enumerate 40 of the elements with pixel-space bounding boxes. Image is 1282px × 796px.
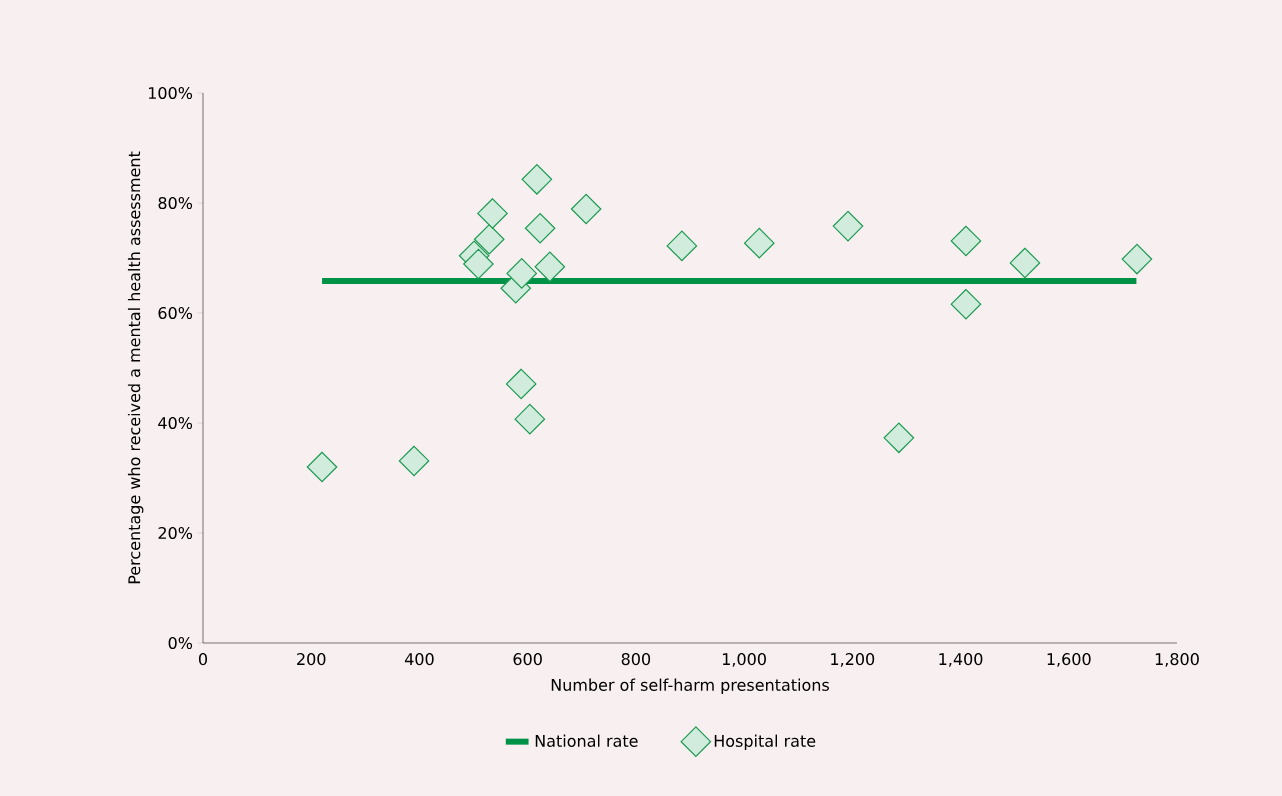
- y-axis-title: Percentage who received a mental health assessment: [127, 151, 144, 584]
- x-tick-label: 400: [404, 653, 434, 666]
- x-tick-label: 1,800: [1155, 653, 1199, 667]
- y-tick-label: 20%: [158, 526, 193, 540]
- point: [398, 445, 430, 477]
- y-tick-label: 0%: [168, 636, 193, 650]
- point: [477, 198, 508, 229]
- point: [883, 422, 915, 454]
- x-tick-label: 600: [513, 653, 542, 666]
- point: [832, 210, 864, 242]
- point: [506, 258, 538, 289]
- point: [1009, 247, 1041, 279]
- legend-label: National rate: [535, 734, 638, 747]
- y-tick-label: 100%: [148, 86, 193, 100]
- x-tick-label: 1,600: [1047, 653, 1091, 667]
- point: [570, 193, 602, 225]
- y-tick-label: 40%: [158, 416, 193, 430]
- x-axis-title: Number of self-harm presentations: [551, 678, 829, 695]
- point: [743, 227, 775, 259]
- x-tick-label: 1,000: [722, 653, 766, 667]
- point: [514, 403, 546, 435]
- x-tick-label: 1,200: [831, 653, 875, 667]
- point: [1121, 243, 1153, 275]
- point: [521, 164, 553, 195]
- legend-label: Hospital rate: [714, 734, 816, 751]
- point: [473, 223, 505, 255]
- x-tick-label: 1,400: [939, 653, 983, 667]
- point: [524, 212, 556, 244]
- x-tick-label: 200: [297, 653, 326, 666]
- y-tick-label: 80%: [158, 196, 193, 210]
- point: [463, 248, 494, 280]
- point: [666, 230, 698, 262]
- x-tick-label: 800: [621, 653, 651, 666]
- point: [950, 288, 982, 320]
- x-tick-label: 0: [198, 653, 208, 666]
- point: [306, 451, 338, 483]
- y-tick-label: 60%: [158, 306, 193, 320]
- point: [950, 225, 982, 257]
- point: [534, 251, 566, 283]
- point: [505, 368, 537, 400]
